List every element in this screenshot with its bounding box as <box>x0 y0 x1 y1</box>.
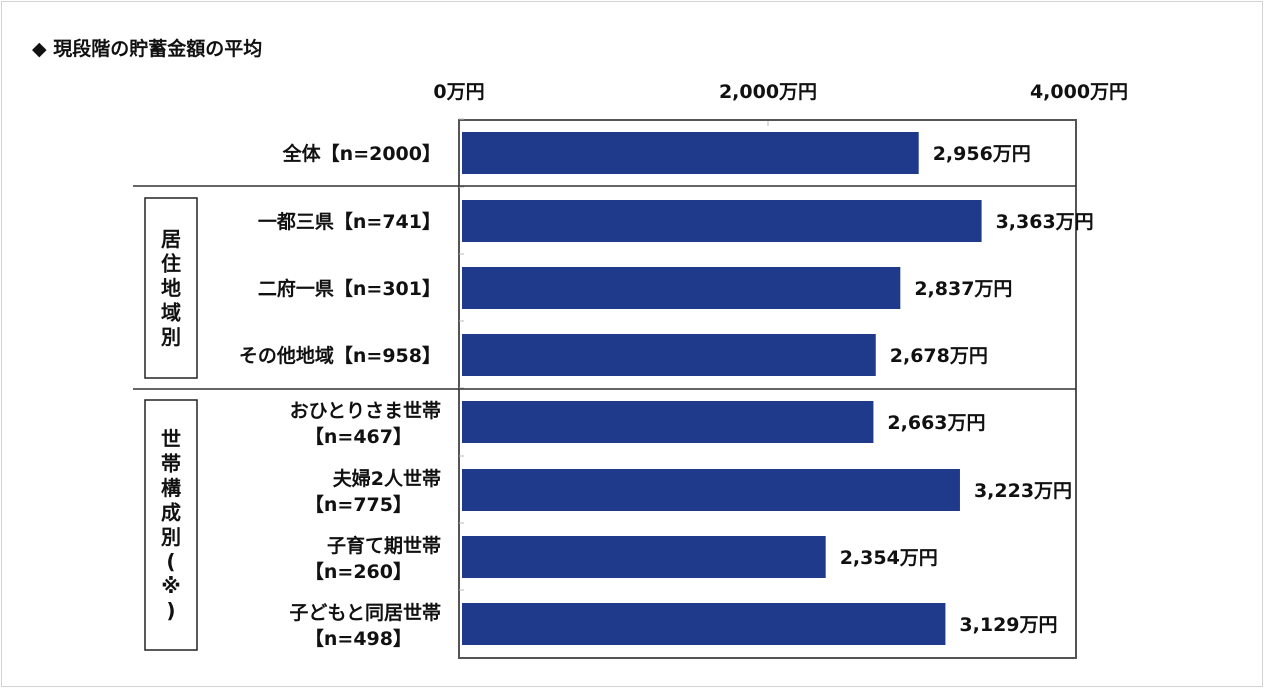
group-box-1 <box>144 197 198 379</box>
bar-5 <box>462 469 960 511</box>
category-label-2: 二府一県【n=301】 <box>258 277 441 300</box>
x-tick-label-0: 0万円 <box>433 81 484 103</box>
bar-3 <box>462 334 876 376</box>
category-label-7: 子どもと同居世帯【n=498】 <box>289 601 441 650</box>
value-label-7: 3,129万円 <box>959 614 1057 636</box>
category-label-3: その他地域【n=958】 <box>239 344 441 367</box>
value-label-6: 2,354万円 <box>840 547 938 569</box>
bar-2 <box>462 267 901 309</box>
group-label-1: 居住地域別 <box>161 227 181 349</box>
value-label-3: 2,678万円 <box>890 345 988 367</box>
bar-7 <box>462 603 946 645</box>
group-box-2 <box>144 399 198 651</box>
category-label-1: 一都三県【n=741】 <box>258 210 441 233</box>
bar-4 <box>462 401 874 443</box>
x-tick-label-1: 2,000万円 <box>719 81 817 103</box>
category-label-5: 夫婦2人世帯【n=775】 <box>305 467 441 516</box>
x-tick-label-2: 4,000万円 <box>1030 81 1128 103</box>
bar-1 <box>462 200 982 242</box>
value-label-2: 2,837万円 <box>914 278 1012 300</box>
value-label-4: 2,663万円 <box>887 412 985 434</box>
bar-6 <box>462 536 826 578</box>
value-label-5: 3,223万円 <box>974 480 1072 502</box>
category-label-4: おひとりさま世帯【n=467】 <box>290 399 441 448</box>
category-label-6: 子育て期世帯【n=260】 <box>305 534 441 583</box>
value-label-0: 2,956万円 <box>933 143 1031 165</box>
value-label-1: 3,363万円 <box>996 211 1094 233</box>
category-label-0: 全体【n=2000】 <box>282 142 441 165</box>
chart-title: ◆ 現段階の貯蓄金額の平均 <box>32 38 263 60</box>
group-label-2: 世帯構成別(※) <box>161 427 181 623</box>
bar-0 <box>462 132 919 174</box>
